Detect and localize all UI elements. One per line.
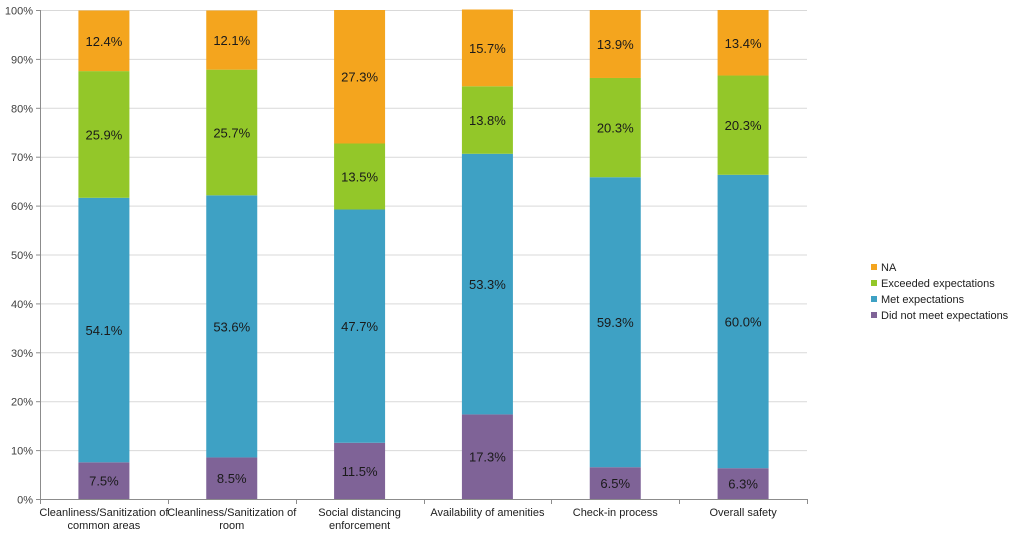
y-tick-label: 90% (11, 54, 33, 66)
bar-segment (334, 10, 386, 144)
legend-label: Exceeded expectations (881, 278, 995, 290)
bar-segment (461, 414, 513, 499)
y-tick-label: 10% (11, 446, 33, 458)
bars (78, 9, 769, 499)
y-tick-label: 30% (11, 348, 33, 360)
data-label: 59.3% (597, 315, 634, 330)
legend-swatch (871, 296, 877, 302)
bar-segment (78, 197, 130, 463)
data-label: 60.0% (725, 314, 762, 329)
bar-segment (589, 77, 641, 178)
bar-segment (206, 195, 258, 458)
y-tick-label: 100% (5, 6, 33, 18)
bar-segment (717, 75, 769, 175)
y-tick-label: 50% (11, 250, 33, 262)
bar-segment (206, 69, 258, 196)
legend-swatch (871, 280, 877, 286)
data-label: 54.1% (85, 323, 122, 338)
legend-label: Did not meet expectations (881, 310, 1009, 322)
bar-segment (589, 467, 641, 499)
data-label: 15.7% (469, 41, 506, 56)
bar-segment (206, 10, 258, 70)
x-tick-label: Availability of amenities (430, 507, 545, 519)
y-tick-label: 80% (11, 103, 33, 115)
y-tick-label: 0% (17, 495, 33, 507)
y-tick-label: 20% (11, 397, 33, 409)
legend-label: NA (881, 262, 897, 274)
data-label: 6.5% (600, 476, 630, 491)
y-tick-label: 40% (11, 299, 33, 311)
bar-segment (589, 10, 641, 78)
gridlines (40, 10, 807, 500)
bar-segment (334, 143, 386, 210)
x-tick-label: Social distancing enforcement (318, 507, 401, 532)
data-label: 7.5% (89, 474, 119, 489)
bar-segment (334, 442, 386, 499)
data-label: 25.7% (213, 125, 250, 140)
x-axis-labels: Cleanliness/Sanitization of common areasC… (39, 507, 777, 532)
data-label: 13.4% (725, 36, 762, 51)
data-label: 27.3% (341, 70, 378, 85)
bar-segment (461, 153, 513, 415)
bar-segment (78, 462, 130, 499)
data-label: 17.3% (469, 450, 506, 465)
y-tick-label: 70% (11, 152, 33, 164)
data-label: 12.1% (213, 33, 250, 48)
y-tick-label: 60% (11, 201, 33, 213)
data-label: 13.9% (597, 37, 634, 52)
data-label: 20.3% (725, 118, 762, 133)
x-tick-label: Overall safety (709, 507, 777, 519)
bar-segment (334, 209, 386, 443)
legend-label: Met expectations (881, 294, 965, 306)
data-label: 25.9% (85, 127, 122, 142)
data-label: 20.3% (597, 121, 634, 136)
data-label: 8.5% (217, 471, 247, 486)
x-tick-label: Cleanliness/Sanitization of room (167, 507, 297, 532)
data-label: 6.3% (728, 477, 758, 492)
data-labels: 7.5% 54.1% 25.9% 12.4% 8.5% 53.6% 25.7% 12.1% 11… (85, 33, 761, 492)
data-label: 13.5% (341, 170, 378, 185)
data-label: 53.6% (213, 319, 250, 334)
x-tick-label: Check-in process (573, 507, 658, 519)
bar-segment (717, 174, 769, 469)
bar-segment (78, 71, 130, 198)
bar-segment (589, 177, 641, 468)
bar-segment (78, 10, 130, 72)
data-label: 12.4% (85, 34, 122, 49)
bar-segment (717, 10, 769, 76)
bar-segment (461, 86, 513, 154)
y-axis: 0% 10% 20% 30% 40% 50% 60% 70% 80% 90% 100% (5, 6, 808, 507)
data-label: 47.7% (341, 319, 378, 334)
data-label: 11.5% (342, 464, 378, 479)
legend: NA Exceeded expectations Met expectations D… (871, 262, 1009, 322)
bar-segment (206, 457, 258, 499)
bar-segment (461, 9, 513, 87)
legend-swatch (871, 312, 877, 318)
bar-segment (717, 468, 769, 499)
data-label: 53.3% (469, 277, 506, 292)
data-label: 13.8% (469, 113, 506, 128)
legend-swatch (871, 264, 877, 270)
x-tick-label: Cleanliness/Sanitization of common areas (39, 507, 169, 532)
